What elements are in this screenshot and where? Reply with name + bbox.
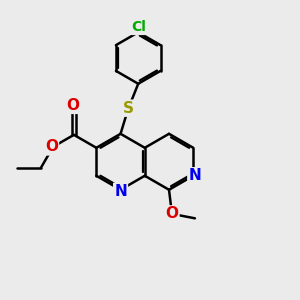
- Text: Cl: Cl: [131, 20, 146, 34]
- Text: S: S: [122, 101, 134, 116]
- Text: O: O: [66, 98, 79, 113]
- Text: N: N: [188, 168, 201, 183]
- Text: N: N: [114, 184, 127, 199]
- Text: O: O: [165, 206, 178, 221]
- Text: O: O: [45, 140, 58, 154]
